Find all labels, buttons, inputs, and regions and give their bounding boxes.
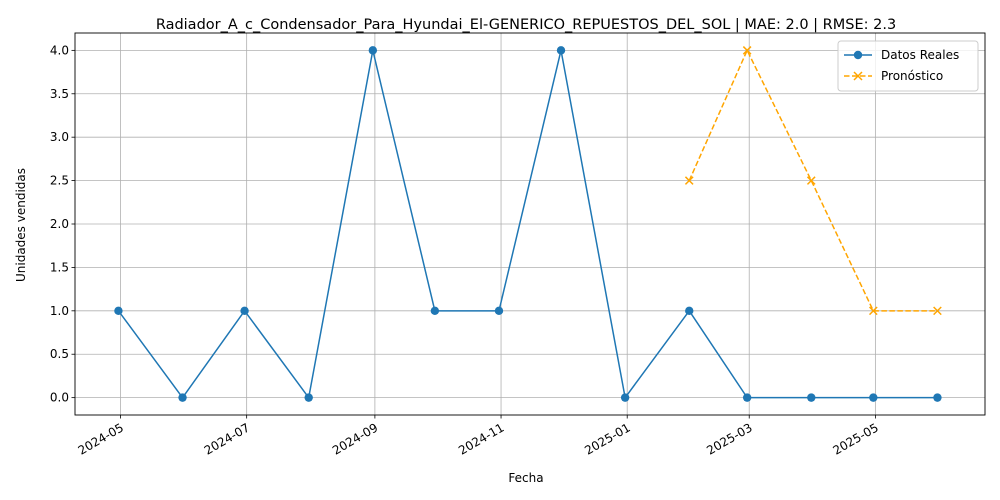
data-point-datos-reales bbox=[869, 393, 878, 402]
series-line-pronostico bbox=[688, 49, 938, 312]
data-point-datos-reales bbox=[178, 393, 187, 402]
data-point-datos-reales bbox=[494, 306, 504, 316]
y-tick-label: 3.0 bbox=[50, 130, 69, 144]
data-point-datos-reales bbox=[368, 46, 378, 55]
y-axis-label: Unidades vendidas bbox=[14, 168, 28, 282]
data-point-datos-reales bbox=[556, 46, 566, 55]
data-point-datos-reales bbox=[304, 393, 313, 402]
x-marker-stroke bbox=[933, 306, 942, 316]
legend-dot-datos-reales bbox=[853, 50, 863, 60]
legend-box bbox=[837, 40, 979, 92]
legend-x-marker-pronostico bbox=[853, 71, 863, 81]
y-tick-label: 3.5 bbox=[50, 87, 69, 101]
data-point-datos-reales bbox=[430, 306, 440, 316]
y-tick-label: 1.5 bbox=[50, 260, 69, 274]
x-marker-stroke bbox=[868, 306, 878, 316]
y-tick-label: 2.0 bbox=[50, 217, 69, 231]
y-tick-label: 4.0 bbox=[50, 43, 69, 57]
x-axis-label: Fecha bbox=[508, 471, 543, 485]
data-point-datos-reales bbox=[114, 306, 123, 316]
y-tick-label: 0.0 bbox=[50, 391, 69, 405]
data-point-datos-reales bbox=[807, 393, 816, 402]
data-point-datos-reales bbox=[742, 393, 752, 402]
legend-label-pronostico: Pronóstico bbox=[881, 69, 943, 83]
data-point-datos-reales bbox=[240, 306, 249, 316]
data-point-pronostico bbox=[868, 306, 878, 316]
grid bbox=[75, 33, 985, 415]
y-tick-label: 0.5 bbox=[50, 347, 69, 361]
y-tick-label: 2.5 bbox=[50, 174, 69, 188]
x-marker-stroke bbox=[684, 176, 694, 185]
data-point-datos-reales bbox=[620, 393, 630, 402]
legend-label-datos-reales: Datos Reales bbox=[881, 48, 959, 62]
y-axis-ticks: 0.0 0.5 1.0 1.5 2.0 2.5 3.0 3.5 4.0 bbox=[50, 43, 75, 405]
data-point-datos-reales bbox=[685, 306, 694, 316]
x-marker-stroke bbox=[742, 46, 752, 55]
series-line-datos-reales bbox=[117, 49, 938, 399]
x-marker-stroke bbox=[806, 176, 816, 185]
series-area bbox=[114, 46, 942, 402]
y-tick-label: 1.0 bbox=[50, 304, 69, 318]
legend: Datos Reales Pronóstico bbox=[837, 40, 979, 92]
data-point-pronostico bbox=[806, 176, 816, 185]
data-point-pronostico bbox=[684, 176, 694, 185]
data-point-pronostico bbox=[742, 46, 752, 55]
data-point-pronostico bbox=[933, 306, 942, 316]
data-point-datos-reales bbox=[933, 393, 942, 402]
chart-title: Radiador_A_c_Condensador_Para_Hyundai_El… bbox=[156, 17, 896, 33]
